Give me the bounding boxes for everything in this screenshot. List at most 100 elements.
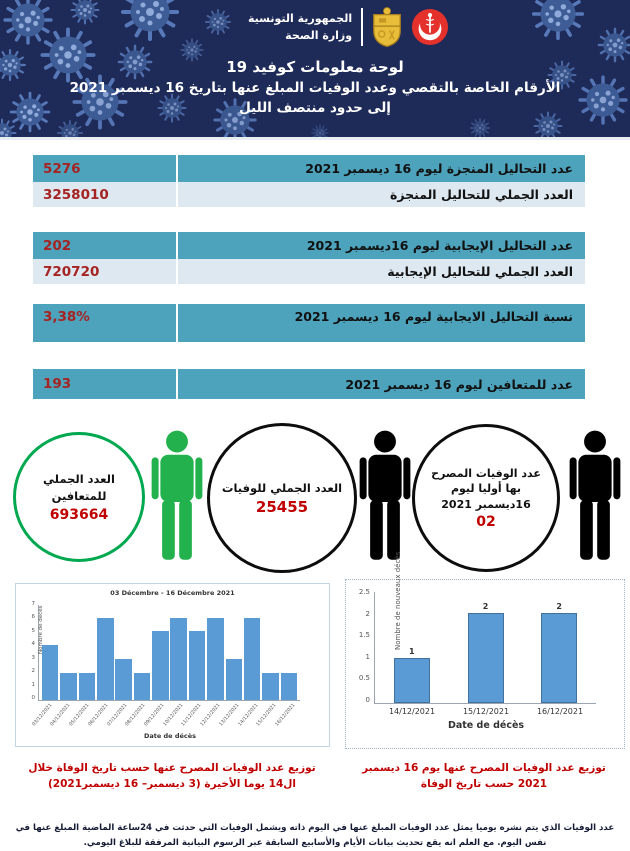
- footnote-text: عدد الوفيات الذي يتم نشره يوميا يمثل عدد…: [15, 823, 615, 849]
- right-chart-caption: توزيع عدد الوفيات المصرح عنها يوم 16 ديس…: [362, 762, 606, 790]
- x-axis-ticks: 14/12/2021 15/12/2021 16/12/2021: [375, 704, 597, 717]
- person-pictogram-icon: [357, 430, 413, 566]
- bar: [151, 631, 169, 700]
- header-banner: الجمهورية التونسية وزارة الصحة لوحة معلو…: [0, 0, 630, 140]
- positivity-rate-table: 3,38% نسبة التحاليل الايجابية ليوم 16 دي…: [33, 304, 585, 342]
- x-tick: 03/12/2021: [31, 703, 54, 728]
- x-tick: 16/12/2021: [536, 707, 584, 716]
- bar: [170, 617, 188, 700]
- x-tick: 08/12/2021: [125, 703, 147, 728]
- table-row: 720720 العدد الجملي للتحاليل الإيجابية: [33, 259, 585, 284]
- dashboard-title: لوحة معلومات كوفيد 19: [226, 58, 404, 76]
- bar: 2: [449, 602, 523, 703]
- table-row: 193 عدد للمتعافين ليوم 16 ديسمبر 2021: [33, 369, 585, 399]
- bar: [133, 672, 151, 700]
- recovered-total-value: 693664: [49, 506, 109, 523]
- deaths-14day-bar-chart: 03 Décembre - 16 Décembre 2021 Nombre de…: [15, 583, 330, 747]
- recovered-total-circle: العدد الجملي للمتعافين 693664: [13, 432, 145, 562]
- y-tick: 1.5: [358, 631, 370, 640]
- y-axis-ticks: 2.5 2 1.5 1 0.5 0: [346, 588, 374, 704]
- deaths-reported-label-1: عدد الوفيات المصرح: [431, 466, 541, 480]
- deaths-reported-label-2: بها أوليا ليوم: [450, 482, 522, 496]
- plot-area: 1 2 2: [374, 592, 596, 704]
- deaths-total-value: 25455: [255, 498, 309, 517]
- tests-total-value: 3258010: [33, 182, 178, 207]
- tests-table: 5276 عدد التحاليل المنجزة ليوم 16 ديسمبر…: [33, 155, 585, 207]
- y-tick: 5: [31, 627, 36, 634]
- x-tick: 15/12/2021: [256, 703, 278, 728]
- x-tick: 16/12/2021: [274, 703, 297, 728]
- ministry-name: الجمهورية التونسية وزارة الصحة: [248, 10, 352, 44]
- plot-area: [38, 605, 300, 701]
- positive-day-label: عدد التحاليل الإيجابية ليوم 16ديسمبر 202…: [306, 238, 573, 253]
- bar: [206, 617, 224, 700]
- tests-day-value: 5276: [33, 155, 178, 182]
- table-row: 202 عدد التحاليل الإيجابية ليوم 16ديسمبر…: [33, 232, 585, 259]
- deaths-total-label: العدد الجملي للوفيات: [221, 480, 343, 495]
- bar: [243, 617, 261, 700]
- bar-value-label: 2: [556, 602, 562, 612]
- divider: [361, 8, 364, 46]
- y-tick: 1: [31, 681, 36, 688]
- x-axis-ticks: 03/12/2021 04/12/2021 05/12/2021 06/12/2021…: [31, 701, 301, 731]
- stats-tables-section: 5276 عدد التحاليل المنجزة ليوم 16 ديسمبر…: [0, 140, 630, 399]
- x-tick: 04/12/2021: [50, 703, 72, 728]
- bar: [225, 658, 243, 700]
- positivity-rate-label: نسبة التحاليل الايجابية ليوم 16 ديسمبر 2…: [294, 309, 573, 324]
- y-tick: 3: [31, 654, 36, 661]
- x-tick: 11/12/2021: [181, 703, 203, 728]
- positive-total-label: العدد الجملي للتحاليل الإيجابية: [387, 264, 573, 279]
- ministry-label: وزارة الصحة: [285, 29, 353, 42]
- y-axis-ticks: 7 6 5 4 3 2 1 0: [16, 601, 38, 701]
- bar: [78, 672, 96, 700]
- bar: [96, 617, 114, 700]
- deaths-total-circle: العدد الجملي للوفيات 25455: [207, 423, 357, 573]
- bar: 1: [375, 647, 449, 703]
- bar: [280, 672, 298, 700]
- recovered-total-label: العدد الجملي للمتعافين: [43, 472, 115, 503]
- tests-day-label: عدد التحاليل المنجزة ليوم 16 ديسمبر 2021: [305, 161, 573, 176]
- ministry-of-health-logo-icon: [412, 8, 449, 46]
- left-chart-caption: توزيع عدد الوفيات المصرح عنها حسب تاريخ …: [28, 762, 316, 790]
- table-row: 5276 عدد التحاليل المنجزة ليوم 16 ديسمبر…: [33, 155, 585, 182]
- person-pictogram-icon: [149, 430, 205, 566]
- bar: 2: [522, 602, 596, 703]
- bar: [114, 658, 132, 700]
- x-tick: 07/12/2021: [106, 703, 129, 728]
- deaths-reported-day-value: 02: [476, 514, 496, 531]
- government-identity-row: الجمهورية التونسية وزارة الصحة: [248, 6, 449, 48]
- y-tick: 6: [31, 614, 36, 621]
- y-tick: 1: [365, 652, 370, 661]
- positive-day-value: 202: [33, 232, 178, 259]
- positive-total-value: 720720: [33, 259, 178, 284]
- totals-figures-section: العدد الجملي للمتعافين 693664 العدد الجم…: [0, 423, 630, 575]
- y-tick: 2.5: [358, 588, 370, 596]
- positivity-rate-value: 3,38%: [33, 304, 178, 342]
- y-tick: 0: [31, 694, 36, 701]
- deaths-reported-day-circle: عدد الوفيات المصرح بها أوليا ليوم 16ديسم…: [412, 424, 560, 572]
- y-tick: 4: [31, 641, 36, 648]
- y-axis-label: Nombre de décès: [38, 605, 45, 654]
- recovered-day-value: 193: [33, 369, 178, 399]
- table-row: 3258010 العدد الجملي للتحاليل المنجزة: [33, 182, 585, 207]
- y-tick: 2: [31, 668, 36, 675]
- x-axis-label: Date de décès: [447, 720, 525, 731]
- x-axis-label: Date de décès: [143, 732, 197, 740]
- charts-section: 03 Décembre - 16 Décembre 2021 Nombre de…: [0, 552, 630, 755]
- bar-value-label: 1: [409, 647, 415, 657]
- table-row: 3,38% نسبة التحاليل الايجابية ليوم 16 دي…: [33, 304, 585, 342]
- recovered-day-label: عدد للمتعافين ليوم 16 ديسمبر 2021: [345, 376, 573, 392]
- dashboard-subtitle-2: إلى حدود منتصف الليل: [239, 100, 391, 116]
- x-tick: 15/12/2021: [462, 707, 510, 716]
- y-tick: 7: [31, 601, 36, 607]
- chart-captions: توزيع عدد الوفيات المصرح عنها حسب تاريخ …: [0, 761, 630, 813]
- bar: [188, 631, 206, 700]
- y-tick: 0: [365, 695, 370, 704]
- bar: [261, 672, 279, 700]
- tests-total-label: العدد الجملي للتحاليل المنجزة: [389, 187, 573, 202]
- y-tick: 0.5: [358, 674, 370, 683]
- dashboard-subtitle: الأرقام الخاصة بالتقصي وعدد الوفيات المب…: [69, 80, 561, 96]
- bar: [59, 672, 77, 700]
- x-tick: 14/12/2021: [237, 703, 260, 728]
